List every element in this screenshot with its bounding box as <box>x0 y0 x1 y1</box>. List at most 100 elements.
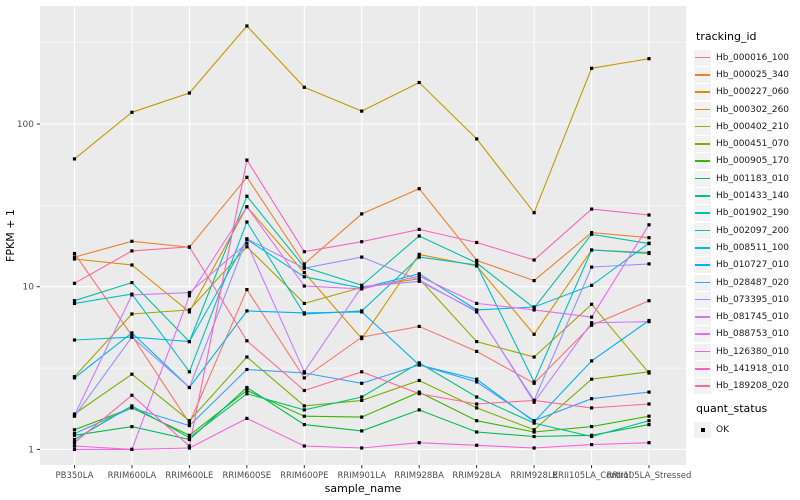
data-point <box>360 370 364 374</box>
data-point <box>647 299 651 303</box>
data-point <box>130 393 134 397</box>
legend-item: Hb_001433_140 <box>694 187 800 205</box>
legend-item: Hb_000025_340 <box>694 66 800 83</box>
legend-key-line-icon <box>695 91 710 93</box>
data-point <box>475 309 479 313</box>
data-point <box>475 340 479 344</box>
legend-key-line-icon <box>695 246 710 249</box>
data-point <box>475 349 479 353</box>
data-point <box>532 258 536 262</box>
data-point <box>475 377 479 381</box>
legend-key <box>694 188 711 205</box>
data-point <box>417 274 421 278</box>
legend-key-line-icon <box>695 367 710 370</box>
data-point <box>475 261 479 265</box>
legend-key-line-icon <box>695 177 710 180</box>
legend-item-label: Hb_088753_010 <box>716 329 790 340</box>
data-point <box>130 404 134 408</box>
data-point <box>130 110 134 114</box>
data-point <box>130 281 134 285</box>
data-point <box>245 220 249 224</box>
data-point <box>302 266 306 270</box>
legend-item-label: Hb_001433_140 <box>716 191 790 202</box>
data-point <box>72 157 77 161</box>
legend-item-label: Hb_002097_200 <box>716 225 790 236</box>
data-point <box>72 255 77 259</box>
data-point <box>647 251 651 256</box>
x-tick-label: RRII105LA_Control <box>552 471 631 481</box>
data-point <box>187 385 191 390</box>
legend-key <box>694 326 711 343</box>
data-point <box>72 432 77 436</box>
data-point <box>360 287 364 291</box>
legend-item-label: Hb_000402_210 <box>716 121 790 132</box>
data-point <box>360 429 364 433</box>
data-point <box>590 66 594 70</box>
legend-item-label: Hb_000025_340 <box>716 69 790 80</box>
data-point <box>417 378 421 383</box>
data-point <box>475 263 479 267</box>
x-axis-title: sample_name <box>325 482 402 495</box>
data-point <box>417 80 421 85</box>
legend-key-line-icon <box>695 281 710 284</box>
data-point <box>590 359 594 363</box>
data-point <box>532 279 536 283</box>
data-point <box>302 388 306 393</box>
data-point <box>72 441 77 445</box>
data-point <box>302 404 306 408</box>
data-point <box>130 312 134 316</box>
legend-key <box>694 291 711 308</box>
legend-key <box>694 239 711 256</box>
legend-key-line-icon <box>695 108 710 111</box>
data-point <box>475 301 479 305</box>
data-point <box>302 250 306 254</box>
y-tick-label: 1 <box>28 445 34 455</box>
x-tick-label: RRIM928LA <box>452 471 501 481</box>
data-point <box>302 408 306 412</box>
data-point <box>360 240 364 244</box>
data-point <box>245 367 249 372</box>
data-point <box>130 263 134 267</box>
y-axis-title: FPKM + 1 <box>4 209 17 262</box>
legend-key-line-icon <box>695 264 710 266</box>
legend-item: Hb_000302_260 <box>694 101 800 118</box>
data-point <box>187 419 191 423</box>
x-tick-label: RRIM600LE <box>165 471 213 481</box>
legend-key-line-icon <box>695 229 710 232</box>
data-point <box>532 332 536 336</box>
data-point <box>647 320 651 324</box>
legend-item: Hb_000402_210 <box>694 118 800 135</box>
legend-key <box>694 421 711 438</box>
data-point <box>532 308 536 312</box>
legend-item: Hb_028487_020 <box>694 274 800 291</box>
data-point <box>187 340 191 344</box>
data-point <box>360 212 364 216</box>
data-point <box>417 252 421 256</box>
data-point <box>72 433 77 437</box>
data-point <box>187 436 191 440</box>
data-point <box>532 211 536 215</box>
data-point <box>72 299 77 303</box>
legend-key <box>694 84 711 101</box>
data-point <box>647 390 651 394</box>
legend-key-line-icon <box>695 316 710 318</box>
legend-key <box>694 136 711 153</box>
data-point <box>187 370 191 374</box>
data-point <box>302 275 306 279</box>
legend-item-label: Hb_010727_010 <box>716 260 790 271</box>
data-point <box>187 421 191 425</box>
legend-key-line-icon <box>695 333 710 335</box>
data-point <box>647 402 651 406</box>
data-point <box>130 331 134 335</box>
legend-key <box>694 309 711 326</box>
legend-item: Hb_008511_100 <box>694 239 800 256</box>
legend-key-line-icon <box>695 195 710 197</box>
data-point <box>590 443 594 447</box>
legend-item-label: Hb_126380_010 <box>716 346 790 357</box>
data-point <box>130 239 134 243</box>
y-tick-label: 10 <box>23 283 35 293</box>
legend-key-line-icon <box>695 298 710 301</box>
data-point <box>590 434 594 439</box>
data-point <box>590 377 594 381</box>
